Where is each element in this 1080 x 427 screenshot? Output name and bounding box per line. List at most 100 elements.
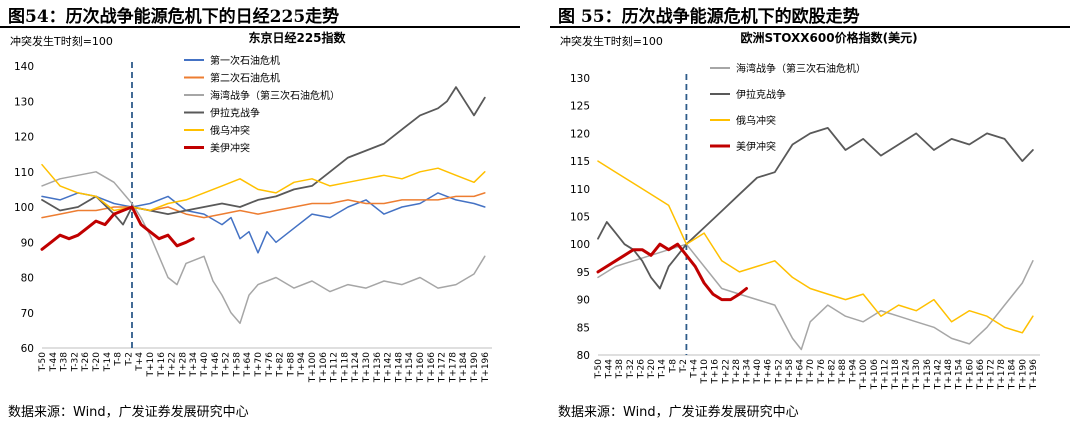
x-tick-label: T+154 — [405, 352, 415, 383]
x-tick-label: T+136 — [923, 359, 933, 390]
figure-title: 图 55：历次战争能源危机下的欧股走势 — [558, 7, 860, 27]
x-tick-label: T+10 — [700, 359, 710, 385]
x-tick-label: T-38 — [615, 359, 625, 380]
legend-label: 伊拉克战争 — [736, 88, 786, 101]
x-tick-label: T-44 — [49, 352, 59, 373]
x-tick-label: T-32 — [70, 352, 80, 372]
y-tick-label: 120 — [570, 128, 590, 140]
x-tick-label: T+166 — [427, 352, 437, 383]
x-tick-label: T+172 — [438, 352, 448, 383]
legend-label: 海湾战争（第三次石油危机） — [210, 89, 340, 102]
y-tick-label: 130 — [14, 96, 34, 108]
y-tick-label: 125 — [570, 101, 590, 113]
x-tick-label: T+118 — [340, 352, 350, 383]
title-rule — [550, 26, 1070, 28]
x-tick-label: T+22 — [721, 359, 731, 385]
x-tick-label: T+76 — [817, 359, 827, 385]
series-line — [41, 192, 486, 219]
y-tick-label: 70 — [21, 308, 34, 320]
x-tick-label: T+82 — [276, 352, 286, 378]
x-tick-label: T+172 — [986, 359, 996, 390]
y-tick-label: 100 — [14, 202, 34, 214]
stoxx600-chart: 欧洲STOXX600价格指数(美元) 冲突发生T时刻=100 80 85 90 95 100… — [560, 30, 1040, 390]
chart-title: 欧洲STOXX600价格指数(美元) — [740, 30, 917, 45]
y-tick-label: 115 — [570, 156, 590, 168]
x-tick-label: T-14 — [658, 359, 668, 380]
legend-label: 美伊冲突 — [736, 140, 776, 153]
x-tick-label: T+70 — [254, 352, 264, 378]
x-tick-label: T+46 — [764, 359, 774, 385]
x-tick-label: T+34 — [743, 359, 753, 385]
x-tick-label: T+196 — [481, 352, 491, 383]
x-tick-label: T+40 — [753, 359, 763, 385]
x-tick-label: T-8 — [668, 359, 678, 374]
y-tick-label: 80 — [21, 273, 34, 285]
y-tick-label: 130 — [570, 73, 590, 85]
source-note: 数据来源：Wind，广发证券发展研究中心 — [8, 405, 249, 420]
x-tick-label: T-14 — [103, 352, 113, 373]
x-tick-label: T+160 — [416, 352, 426, 383]
x-tick-label: T+58 — [232, 352, 242, 378]
x-tick-label: T+28 — [732, 359, 742, 385]
x-tick-label: T+94 — [849, 359, 859, 385]
source-note: 数据来源：Wind，广发证券发展研究中心 — [558, 405, 799, 420]
x-tick-label: T+88 — [838, 359, 848, 385]
figure-title: 图54：历次战争能源危机下的日经225走势 — [8, 7, 340, 27]
chart-title: 东京日经225指数 — [248, 30, 346, 45]
nikkei225-chart: 东京日经225指数 冲突发生T时刻=100 60 70 80 90 100 110 120 130… — [10, 30, 492, 383]
y-tick-label: 90 — [21, 237, 34, 249]
x-tick-label: T+70 — [806, 359, 816, 385]
x-tick-label: T+82 — [827, 359, 837, 385]
series-line — [597, 160, 1034, 334]
x-tick-label: T+106 — [319, 352, 329, 383]
x-tick-label: T+130 — [362, 352, 372, 383]
x-tick-label: T+112 — [330, 352, 340, 383]
x-tick-label: T+64 — [796, 359, 806, 385]
x-tick-label: T-2 — [124, 352, 134, 367]
x-tick-label: T+178 — [448, 352, 458, 383]
x-tick-label: T+22 — [168, 352, 178, 378]
x-tick-label: T+148 — [944, 359, 954, 390]
x-tick-label: T+4 — [689, 359, 699, 379]
x-tick-label: T+136 — [373, 352, 383, 383]
x-tick-label: T-20 — [647, 359, 657, 380]
x-tick-label: T+166 — [976, 359, 986, 390]
y-tick-label: 80 — [577, 350, 590, 362]
x-tick-label: T-32 — [626, 359, 636, 379]
y-tick-label: 85 — [577, 322, 590, 334]
legend-label: 第二次石油危机 — [210, 72, 280, 85]
series-line — [41, 163, 486, 212]
x-tick-label: T+106 — [870, 359, 880, 390]
x-tick-label: T-50 — [38, 352, 48, 373]
y-axis-label: 冲突发生T时刻=100 — [10, 34, 113, 48]
x-tick-label: T-50 — [594, 359, 604, 380]
x-tick-label: T+28 — [178, 352, 188, 378]
y-tick-label: 110 — [14, 167, 34, 179]
series-line — [41, 171, 486, 325]
x-tick-label: T+142 — [384, 352, 394, 383]
legend-label: 俄乌冲突 — [736, 114, 776, 127]
y-tick-label: 110 — [570, 184, 590, 196]
x-tick-label: T+34 — [189, 352, 199, 378]
figure-55-panel: 图 55：历次战争能源危机下的欧股走势 欧洲STOXX600价格指数(美元) 冲突… — [550, 0, 1080, 427]
x-tick-label: T+100 — [308, 352, 318, 383]
x-tick-label: T+52 — [222, 352, 232, 378]
series-line — [597, 127, 1034, 290]
x-tick-label: T+4 — [135, 352, 145, 372]
x-tick-label: T+148 — [394, 352, 404, 383]
x-tick-label: T-20 — [92, 352, 102, 373]
x-tick-label: T+130 — [912, 359, 922, 390]
x-tick-label: T+154 — [955, 359, 965, 390]
x-tick-label: T+178 — [997, 359, 1007, 390]
series-line — [41, 86, 486, 226]
x-tick-label: T+16 — [157, 352, 167, 378]
x-tick-label: T+112 — [880, 359, 890, 390]
legend-label: 俄乌冲突 — [210, 124, 250, 137]
x-tick-label: T+52 — [774, 359, 784, 385]
x-tick-label: T+124 — [902, 359, 912, 390]
series-line — [40, 205, 195, 251]
legend-label: 美伊冲突 — [210, 142, 250, 155]
x-tick-label: T+64 — [243, 352, 253, 378]
x-tick-label: T-38 — [60, 352, 70, 373]
y-tick-label: 60 — [21, 343, 34, 355]
